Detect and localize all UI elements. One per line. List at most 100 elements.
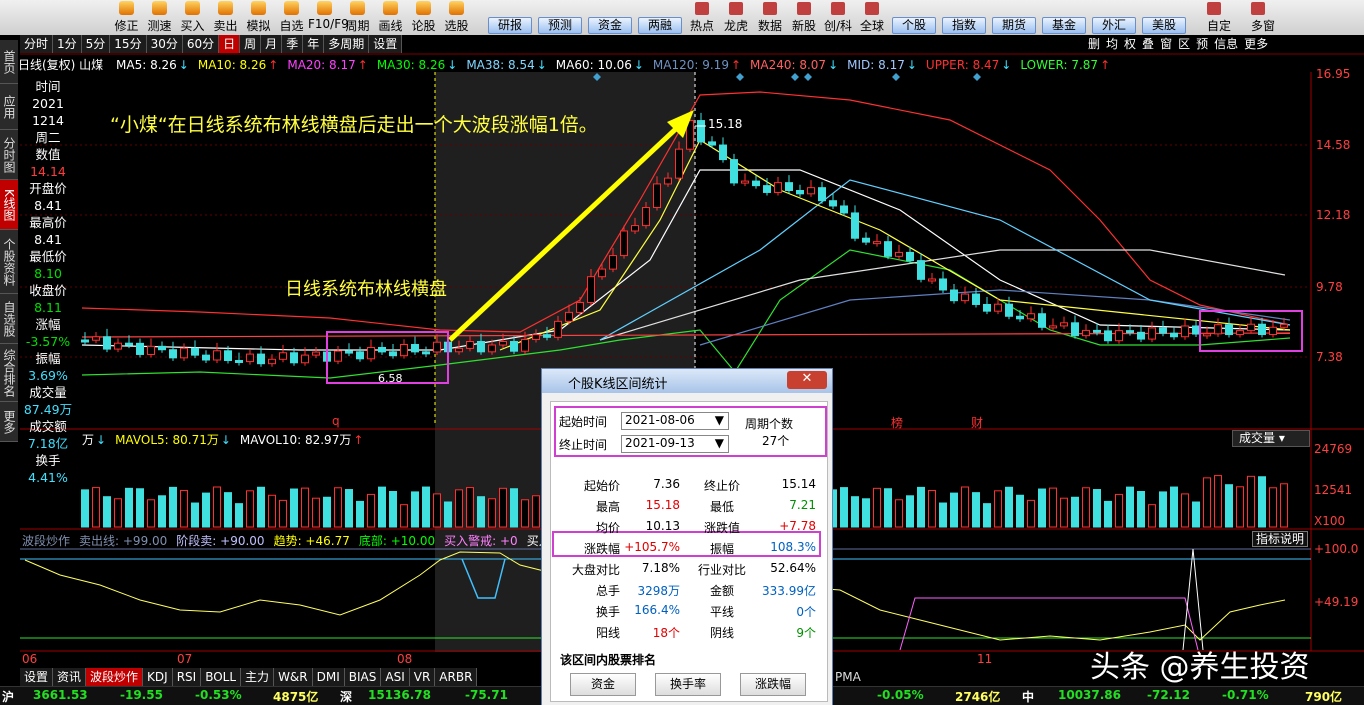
nav-button[interactable]: 基金 — [1042, 17, 1086, 34]
tool-button[interactable]: 测速 — [143, 0, 176, 35]
indicator-tab[interactable]: 设置 — [20, 668, 54, 686]
tool-tab[interactable]: 窗 — [1160, 37, 1173, 51]
period-tab[interactable]: 分时 — [20, 35, 54, 53]
volume-bar — [961, 486, 969, 528]
status-item: 沪 — [2, 690, 15, 704]
sidebar-item[interactable]: 综合排名 — [0, 344, 18, 402]
indicator-tab[interactable]: BIAS — [345, 668, 382, 686]
volume-bar — [268, 494, 276, 528]
tool-button[interactable]: 模拟 — [242, 0, 275, 35]
nav-button[interactable]: 资金 — [588, 17, 632, 34]
nav-button[interactable]: 预测 — [538, 17, 582, 34]
tool-button[interactable]: 买入 — [176, 0, 209, 35]
rank-title: 该区间内股票排名 — [560, 653, 657, 667]
help-button[interactable]: 指标说明 — [1252, 531, 1308, 547]
icon-button[interactable]: 多窗 — [1241, 0, 1285, 35]
indicator-tab[interactable]: BOLL — [201, 668, 242, 686]
tool-tab[interactable]: 权 — [1124, 37, 1137, 51]
period-tab[interactable]: 60分 — [183, 35, 220, 53]
sidebar-item[interactable]: K线图 — [0, 180, 18, 230]
sidebar-item[interactable]: 更多 — [0, 402, 18, 442]
sidebar-item[interactable]: 首页 — [0, 40, 18, 84]
sidebar-item[interactable]: 分时图 — [0, 130, 18, 180]
indicator-tab[interactable]: ASI — [381, 668, 410, 686]
indicator-tab[interactable]: PMA — [835, 670, 861, 684]
period-tab[interactable]: 多周期 — [324, 35, 370, 53]
marker — [791, 73, 799, 81]
indicator-tab[interactable]: 资讯 — [53, 668, 87, 686]
legend-item: 底部: +10.00 — [358, 534, 436, 548]
indicator-tab[interactable]: W&R — [274, 668, 313, 686]
sidebar-item[interactable]: 个股资料 — [0, 230, 18, 294]
nav-button[interactable]: 两融 — [638, 17, 682, 34]
candle-body — [92, 336, 100, 341]
period-tab[interactable]: 日 — [219, 35, 241, 53]
tool-tab[interactable]: 均 — [1106, 37, 1119, 51]
icon-button[interactable]: 新股 — [787, 0, 821, 35]
tool-button[interactable]: F10/F9 — [308, 0, 349, 35]
tool-tab[interactable]: 更多 — [1244, 37, 1269, 51]
nav-button[interactable]: 指数 — [942, 17, 986, 34]
date-combo[interactable]: 2021-09-13 ▼ — [621, 435, 729, 453]
tool-button[interactable]: 选股 — [440, 0, 473, 35]
period-tab[interactable]: 月 — [261, 35, 283, 53]
candle-body — [290, 352, 298, 364]
period-tab[interactable]: 15分 — [110, 35, 147, 53]
nav-button[interactable]: 外汇 — [1092, 17, 1136, 34]
period-tab[interactable]: 周 — [240, 35, 262, 53]
period-tab[interactable]: 30分 — [147, 35, 183, 53]
period-tab[interactable]: 1分 — [53, 35, 82, 53]
indicator-tab[interactable]: DMI — [313, 668, 345, 686]
tool-button[interactable]: 卖出 — [209, 0, 242, 35]
sidebar-item[interactable]: 自选股 — [0, 294, 18, 344]
tool-group: 修正 测速 买入 卖出 模拟 自选 F10/F9 周期 画线 论股 选股 — [110, 0, 473, 35]
rank-button[interactable]: 涨跌幅 — [740, 673, 806, 696]
tool-button[interactable]: 自选 — [275, 0, 308, 35]
volume-selector[interactable]: 成交量 ▾ — [1232, 430, 1310, 447]
indicator-tab[interactable]: RSI — [173, 668, 202, 686]
rank-button[interactable]: 换手率 — [655, 673, 721, 696]
tool-button[interactable]: 修正 — [110, 0, 143, 35]
tool-button[interactable]: 论股 — [407, 0, 440, 35]
sidebar-item[interactable]: 应用 — [0, 84, 18, 130]
indicator-tab[interactable]: VR — [410, 668, 436, 686]
indicator-tab[interactable]: 主力 — [241, 668, 275, 686]
tool-button[interactable]: 画线 — [374, 0, 407, 35]
indicator-tab[interactable]: KDJ — [143, 668, 173, 686]
icon-button[interactable]: 全球 — [855, 0, 889, 35]
indicator-tick-label: +100.0 — [1314, 542, 1359, 556]
indicator-tab[interactable]: ARBR — [435, 668, 478, 686]
event-markers — [593, 73, 981, 81]
tool-tab[interactable]: 区 — [1178, 37, 1191, 51]
icon-button[interactable]: 龙虎 — [719, 0, 753, 35]
nav-button[interactable]: 研报 — [488, 17, 532, 34]
rank-button[interactable]: 资金 — [570, 673, 636, 696]
volume-bar — [1258, 476, 1266, 528]
period-tab[interactable]: 年 — [303, 35, 325, 53]
candle-body — [675, 148, 683, 179]
period-tab[interactable]: 5分 — [82, 35, 111, 53]
stat-value: 7.21 — [789, 498, 816, 512]
nav-button[interactable]: 个股 — [892, 17, 936, 34]
tool-tab[interactable]: 删 — [1088, 37, 1101, 51]
period-tab[interactable]: 季 — [282, 35, 304, 53]
volume-bar — [1269, 487, 1277, 528]
tool-tab[interactable]: 预 — [1196, 37, 1209, 51]
volume-bar — [202, 492, 210, 528]
date-combo[interactable]: 2021-08-06 ▼ — [621, 412, 729, 430]
candle-body — [763, 185, 771, 193]
tool-button[interactable]: 周期 — [341, 0, 374, 35]
icon-button[interactable]: 数据 — [753, 0, 787, 35]
icon-button[interactable]: 自定 — [1197, 0, 1241, 35]
icon-button[interactable]: 创/科 — [821, 0, 855, 35]
tool-tab[interactable]: 信息 — [1214, 37, 1239, 51]
nav-button[interactable]: 期货 — [992, 17, 1036, 34]
period-tab[interactable]: 设置 — [369, 35, 403, 53]
tool-tab[interactable]: 叠 — [1142, 37, 1155, 51]
candle-body — [202, 354, 210, 361]
indicator-tab[interactable]: 波段炒作 — [86, 668, 144, 686]
nav-button[interactable]: 美股 — [1142, 17, 1186, 34]
icon-button[interactable]: 热点 — [685, 0, 719, 35]
close-button[interactable]: ✕ — [787, 371, 827, 389]
price-tick-label: 14.58 — [1316, 138, 1351, 152]
